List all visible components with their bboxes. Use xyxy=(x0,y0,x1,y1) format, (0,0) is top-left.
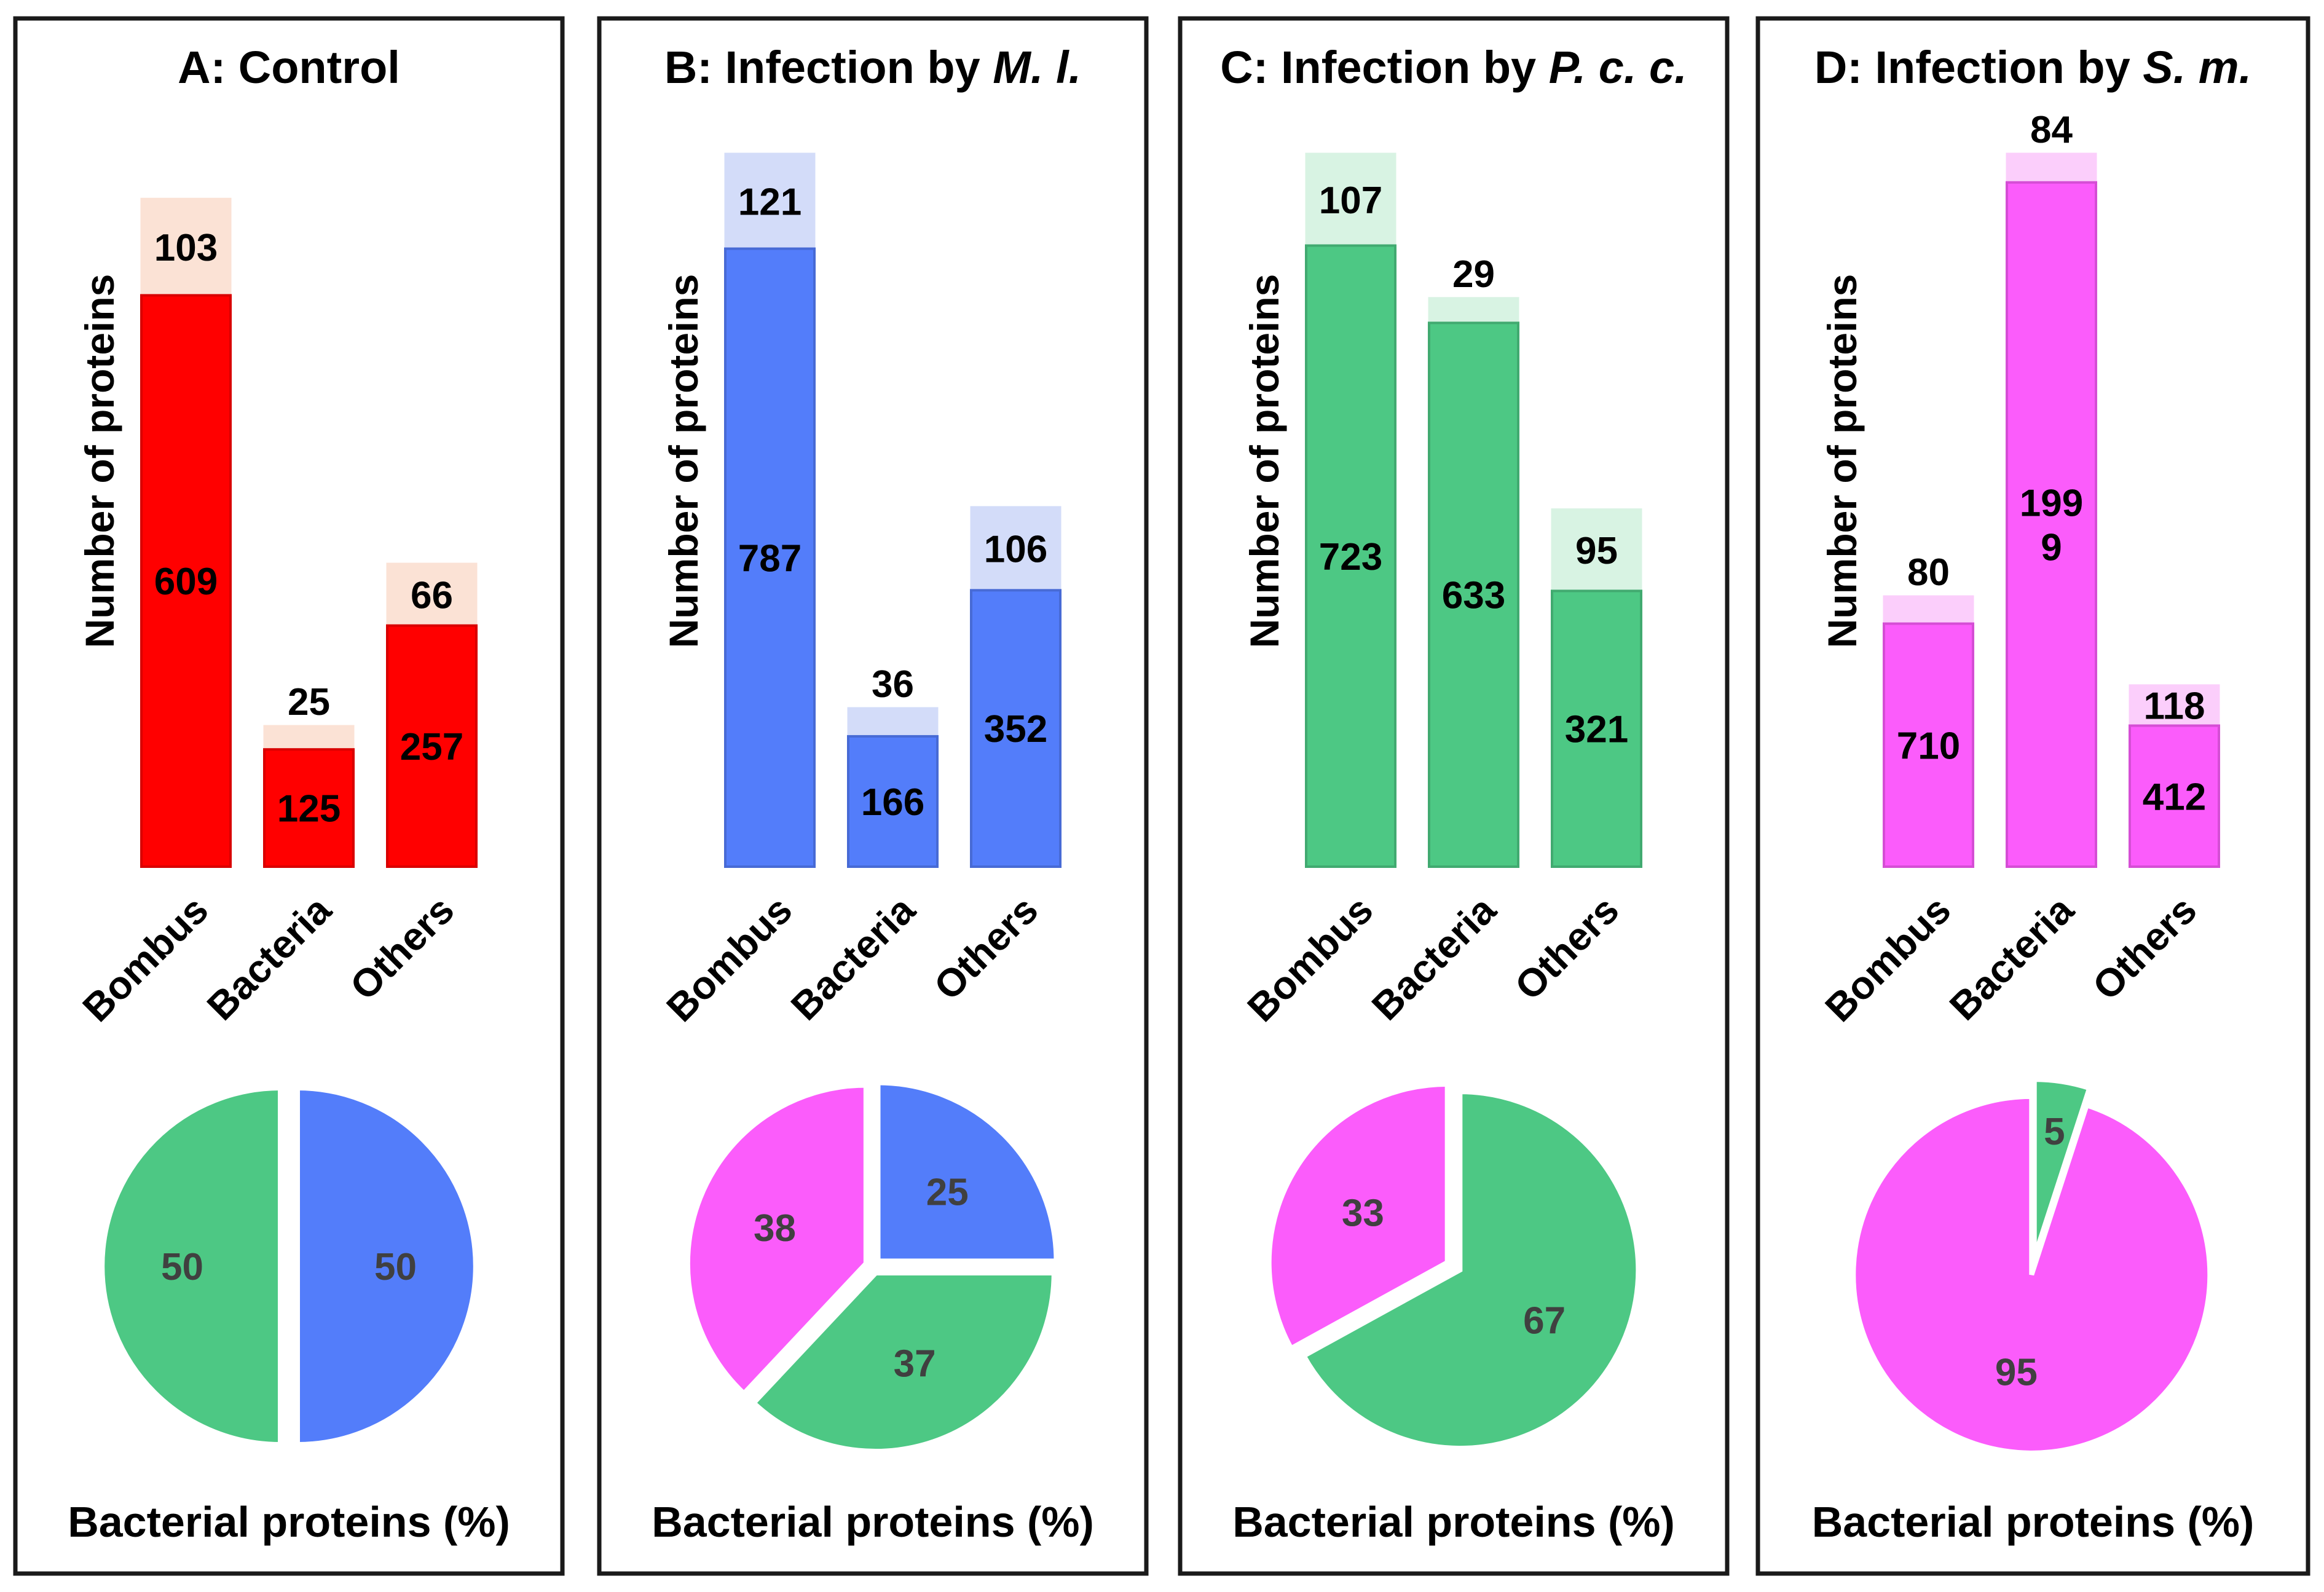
pie-caption: Bacterial proteins (%) xyxy=(1232,1498,1675,1546)
panel-title-main: B: Infection by xyxy=(664,42,993,93)
y-axis-label: Number of proteins xyxy=(1819,274,1865,648)
bar-base-bacteria xyxy=(847,735,939,869)
pie-slice xyxy=(100,1085,283,1448)
bar-label-base-bombus: 609 xyxy=(154,561,218,603)
bar-label-base-bacteria: 633 xyxy=(1442,575,1505,617)
pie-slice xyxy=(1266,1081,1450,1352)
bar-label-top-bacteria: 84 xyxy=(2030,109,2073,151)
bar-top-bombus xyxy=(140,197,232,296)
y-axis-label: Number of proteins xyxy=(1242,274,1287,648)
bar-label-top-bacteria: 29 xyxy=(1452,253,1495,296)
panel-b: B: Infection by M. l. Number of proteins 1… xyxy=(597,16,1149,1576)
panel-title: C: Infection by P. c. c. xyxy=(1220,42,1687,93)
pie-slice xyxy=(2031,1077,2093,1259)
pie-slice xyxy=(685,1082,869,1397)
pie-caption: Bacterial proteins (%) xyxy=(1812,1498,2255,1546)
bar-label-top-others: 95 xyxy=(1575,530,1618,572)
pie-slice xyxy=(1300,1089,1641,1451)
pie-slice-label: 38 xyxy=(754,1207,796,1250)
bar-label-top-bacteria: 36 xyxy=(872,663,914,706)
pie-caption: Bacterial proteins (%) xyxy=(68,1498,510,1546)
panel-title-main: D: Infection by xyxy=(1814,42,2143,93)
pie-slice xyxy=(1851,1094,2213,1456)
bar-top-bombus xyxy=(1883,595,1974,625)
bar-label-top-others: 66 xyxy=(411,574,453,617)
bar-top-others xyxy=(386,562,478,627)
bar-top-others xyxy=(2129,684,2220,727)
panel-title-main: A: Control xyxy=(178,42,400,93)
bar-label-top-bombus: 121 xyxy=(738,181,802,223)
panel-title: A: Control xyxy=(178,42,400,93)
bar-top-others xyxy=(970,506,1062,591)
bar-label-top-others: 118 xyxy=(2143,685,2205,728)
bar-label-base-bacteria: 9 xyxy=(2041,526,2062,569)
bar-base-bacteria xyxy=(263,748,355,869)
panel-title: D: Infection by S. m. xyxy=(1814,42,2251,93)
bar-top-bombus xyxy=(724,152,816,250)
panel-d: D: Infection by S. m. Number of proteins 8… xyxy=(1755,16,2310,1576)
y-axis-label: Number of proteins xyxy=(661,274,706,648)
pie-chart: 50 50 xyxy=(100,1085,478,1448)
panel-c: C: Infection by P. c. c. Number of protei… xyxy=(1178,16,1730,1576)
panel-title-italic: S. m. xyxy=(2143,42,2251,93)
pie-slice xyxy=(295,1085,478,1448)
bar-base-others xyxy=(1551,589,1642,868)
bar-label-top-bombus: 103 xyxy=(154,227,218,269)
bar-base-others xyxy=(970,589,1062,868)
panel-title-main: C: Infection by xyxy=(1220,42,1548,93)
bar-label-base-others: 352 xyxy=(984,708,1047,751)
pie-slice xyxy=(875,1080,1059,1264)
pie-slice xyxy=(750,1271,1057,1454)
bar-label-base-bacteria: 166 xyxy=(861,781,924,824)
bar-label-base-others: 321 xyxy=(1565,709,1628,751)
bar-label-top-bombus: 107 xyxy=(1319,179,1382,222)
bar-top-bacteria xyxy=(263,725,355,751)
bar-base-bacteria xyxy=(1428,321,1519,868)
pie-slice-label: 95 xyxy=(1995,1351,2038,1393)
pie-caption: Bacterial proteins (%) xyxy=(652,1498,1094,1546)
bar-base-bombus xyxy=(140,294,232,868)
pie-chart: 5 95 xyxy=(1851,1077,2213,1456)
bar-base-bombus xyxy=(1305,244,1396,868)
bar-top-bacteria xyxy=(2006,152,2097,184)
bar-label-base-bacteria: 125 xyxy=(277,788,341,830)
bar-label-top-others: 106 xyxy=(984,529,1047,571)
bar-base-bombus xyxy=(1883,622,1974,869)
bar-label-base-bombus: 710 xyxy=(1897,725,1960,767)
bar-base-others xyxy=(2129,724,2220,868)
pie-slice-label: 25 xyxy=(926,1172,969,1214)
bar-label-top-bombus: 80 xyxy=(1907,551,1950,594)
bar-label-top-bacteria: 25 xyxy=(288,681,330,723)
panel-title-italic: M. l. xyxy=(993,42,1081,93)
bar-top-bacteria xyxy=(847,707,939,738)
bar-top-bacteria xyxy=(1428,297,1519,324)
bar-label-base-bombus: 787 xyxy=(738,537,802,580)
panel-title-italic: P. c. c. xyxy=(1549,42,1687,93)
bar-label-base-others: 412 xyxy=(2143,776,2206,818)
pie-slice-label: 67 xyxy=(1523,1299,1566,1342)
bar-top-others xyxy=(1551,508,1642,592)
bar-base-bacteria xyxy=(2006,181,2097,868)
bar-base-bombus xyxy=(724,247,816,869)
pie-slice-label: 5 xyxy=(2044,1111,2065,1153)
bar-base-others xyxy=(386,624,478,868)
pie-slice-label: 37 xyxy=(894,1342,936,1385)
bar-label-base-others: 257 xyxy=(400,726,463,768)
pie-chart: 67 33 xyxy=(1266,1081,1641,1451)
pie-slice-label: 50 xyxy=(161,1246,203,1288)
pie-slice-label: 33 xyxy=(1342,1192,1384,1235)
panel-title: B: Infection by M. l. xyxy=(664,42,1081,93)
pie-slice-label: 50 xyxy=(374,1246,417,1288)
bar-label-base-bombus: 723 xyxy=(1319,536,1382,578)
bar-top-bombus xyxy=(1305,152,1396,247)
bar-label-base-bacteria: 199 xyxy=(2020,482,2083,524)
y-axis-label: Number of proteins xyxy=(77,274,122,648)
pie-chart: 25 37 38 xyxy=(685,1080,1059,1454)
